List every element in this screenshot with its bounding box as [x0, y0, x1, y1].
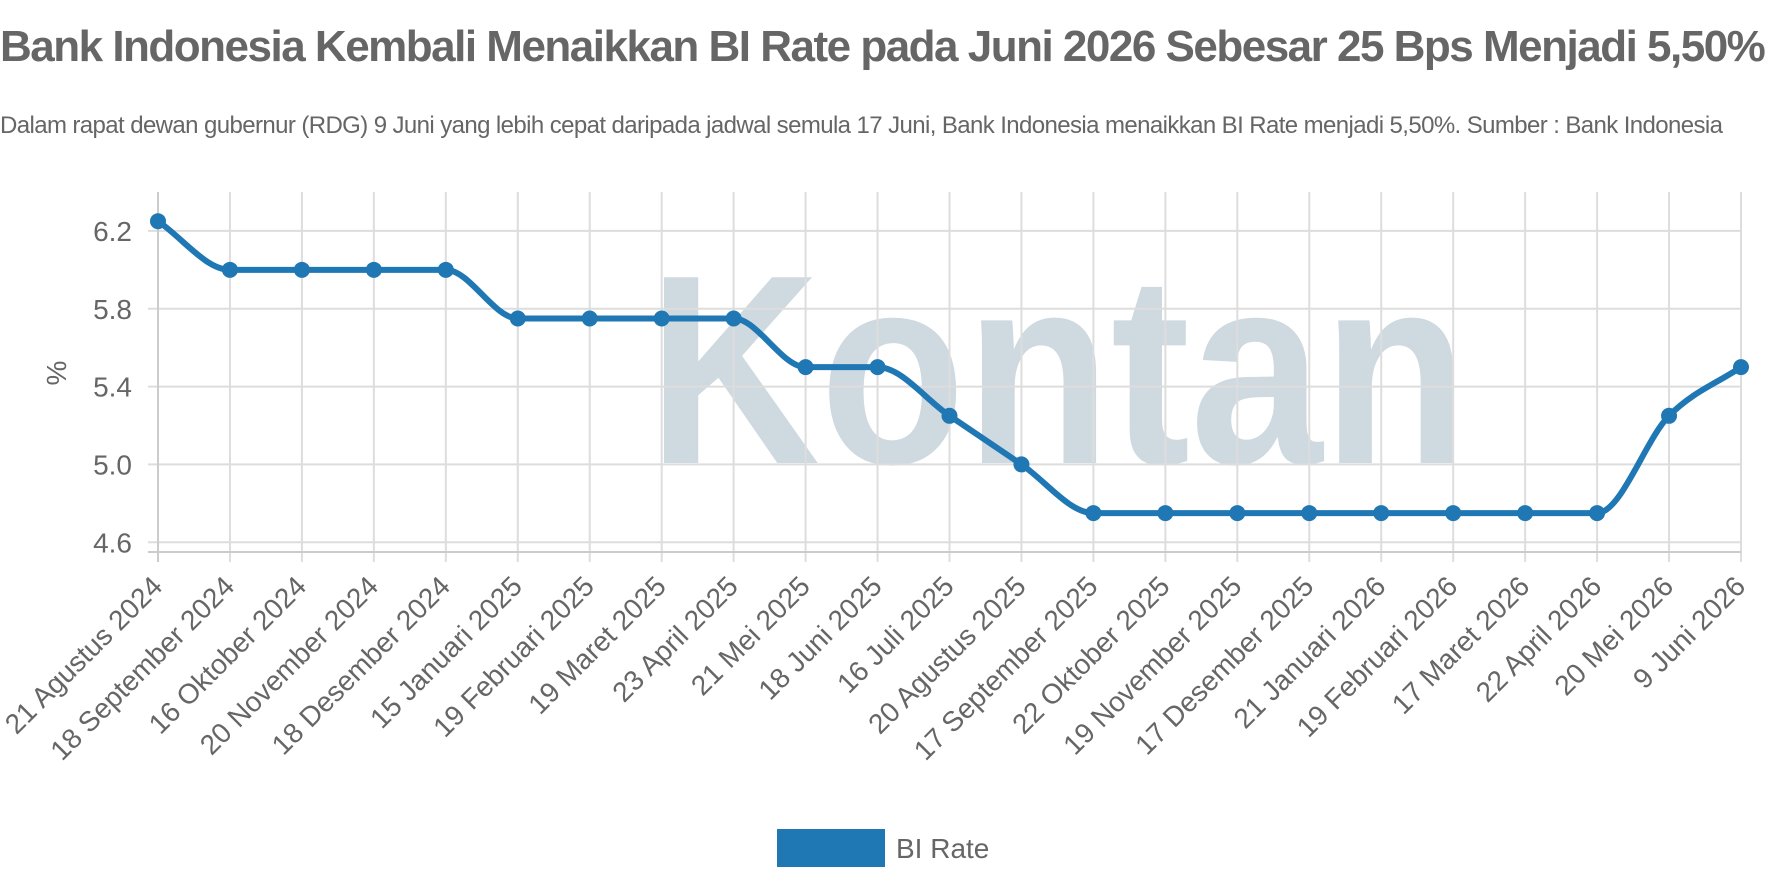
legend-label: BI Rate: [896, 833, 989, 864]
data-point[interactable]: [1373, 505, 1390, 522]
data-point[interactable]: [581, 310, 598, 327]
y-tick-label: 5.8: [93, 294, 132, 325]
data-point[interactable]: [797, 359, 814, 376]
data-point[interactable]: [150, 213, 166, 230]
y-tick-label: 5.4: [93, 372, 132, 403]
y-axis-ticks: 4.6 5.0 5.4 5.8 6.2: [93, 216, 132, 558]
x-tick-label: 23 April 2025: [606, 570, 744, 708]
data-point[interactable]: [1013, 456, 1030, 473]
data-point[interactable]: [1445, 505, 1462, 522]
data-point[interactable]: [1589, 505, 1606, 522]
chart-title: Bank Indonesia Kembali Menaikkan BI Rate…: [0, 22, 1766, 71]
y-tick-label: 5.0: [93, 449, 132, 480]
data-points: [150, 213, 1749, 522]
legend[interactable]: BI Rate: [777, 829, 989, 867]
data-point[interactable]: [1301, 505, 1318, 522]
data-point[interactable]: [437, 261, 454, 278]
data-point[interactable]: [1229, 505, 1246, 522]
y-tick-label: 4.6: [93, 527, 132, 558]
data-point[interactable]: [869, 359, 886, 376]
data-point[interactable]: [221, 261, 238, 278]
data-point[interactable]: [725, 310, 742, 327]
grid-lines: [148, 192, 1742, 562]
data-point[interactable]: [1661, 407, 1678, 424]
data-point[interactable]: [293, 261, 310, 278]
chart-subtitle: Dalam rapat dewan gubernur (RDG) 9 Juni …: [0, 112, 1723, 139]
kontan-watermark: Kontan: [648, 220, 1468, 521]
data-point[interactable]: [1733, 359, 1749, 376]
axes: [148, 192, 1741, 562]
y-tick-label: 6.2: [93, 216, 132, 247]
legend-swatch: [777, 829, 885, 867]
watermark-text: Kontan: [648, 220, 1468, 521]
y-axis-label: %: [41, 361, 72, 386]
data-point[interactable]: [365, 261, 382, 278]
data-point[interactable]: [1157, 505, 1174, 522]
data-point[interactable]: [941, 407, 958, 424]
data-point[interactable]: [1517, 505, 1534, 522]
data-point[interactable]: [1085, 505, 1102, 522]
data-point[interactable]: [509, 310, 526, 327]
x-tick-label: 22 April 2026: [1470, 570, 1608, 708]
data-point[interactable]: [653, 310, 670, 327]
